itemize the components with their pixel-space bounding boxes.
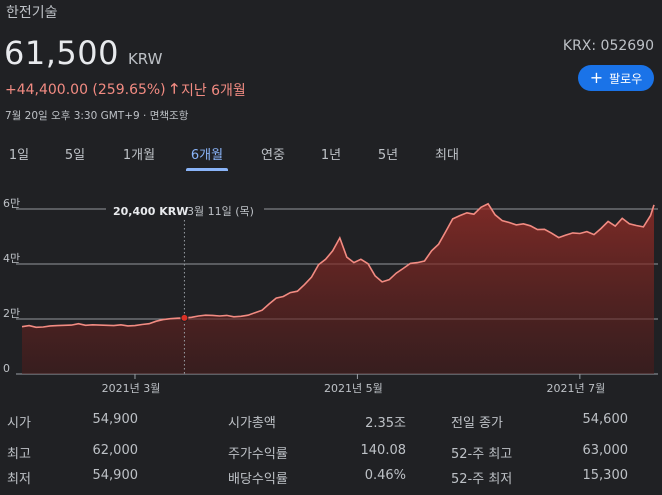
exchange-ticker: KRX: 052690 — [562, 38, 654, 54]
stat-high-label: 최고 — [7, 447, 31, 462]
stat-52wk-high-value: 63,000 — [582, 443, 629, 458]
y-tick-label: 2만 — [3, 307, 20, 320]
stat-pe-label: 주가수익률 — [228, 447, 288, 462]
stat-high-value: 62,000 — [92, 443, 139, 458]
follow-button[interactable]: + 팔로우 — [578, 65, 654, 91]
x-tick-label: 2021년 7월 — [546, 382, 605, 395]
tab-6m[interactable]: 6개월 — [186, 144, 228, 171]
price-change: +44,400.00 (259.65%) 🡑 지난 6개월 — [5, 78, 246, 102]
plus-icon: + — [589, 68, 604, 87]
stat-mktcap-label: 시가총액 — [228, 416, 276, 431]
stats-row: 최저 54,900 배당수익률 0.46% 52-주 최저 15,300 — [0, 468, 662, 494]
tooltip-date: 3월 11일 (목) — [187, 204, 254, 218]
timestamp-disclaimer[interactable]: 7월 20일 오후 3:30 GMT+9 · 면책조항 — [5, 110, 189, 122]
price-row: 61,500 KRW — [4, 34, 162, 72]
company-name: 한전기술 — [6, 5, 58, 21]
tab-5d[interactable]: 5일 — [64, 148, 86, 163]
stat-pe-value: 140.08 — [360, 443, 407, 458]
y-tick-label: 0 — [3, 362, 10, 375]
stats-row: 최고 62,000 주가수익률 140.08 52-주 최고 63,000 — [0, 443, 662, 469]
stat-mktcap-value: 2.35조 — [365, 416, 406, 431]
tab-1y[interactable]: 1년 — [320, 148, 342, 163]
stat-prevclose-label: 전일 종가 — [451, 416, 503, 431]
tooltip-price: 20,400 KRW — [113, 205, 188, 218]
change-amount: +44,400.00 (259.65%) — [5, 82, 166, 98]
stat-52wk-high-label: 52-주 최고 — [451, 447, 513, 462]
chart-tooltip: 20,400 KRW 3월 11일 (목) — [106, 202, 264, 220]
tab-1m[interactable]: 1개월 — [122, 148, 156, 163]
x-tick-label: 2021년 3월 — [102, 382, 161, 395]
price-area-fill — [22, 203, 654, 374]
y-tick-label: 6만 — [3, 197, 20, 210]
stat-divyield-label: 배당수익률 — [228, 472, 288, 487]
stat-open-label: 시가 — [7, 416, 31, 431]
change-period: 지난 6개월 — [180, 83, 246, 99]
tab-ytd[interactable]: 연중 — [261, 148, 285, 163]
arrow-up-icon: 🡑 — [170, 81, 178, 97]
y-tick-label: 4만 — [3, 252, 20, 265]
tab-1d[interactable]: 1일 — [8, 148, 30, 163]
stat-low-value: 54,900 — [92, 468, 139, 483]
stat-52wk-low-label: 52-주 최저 — [451, 472, 513, 487]
follow-label: 팔로우 — [609, 71, 643, 86]
stat-prevclose-value: 54,600 — [582, 412, 629, 427]
stats-row: 시가 54,900 시가총액 2.35조 전일 종가 54,600 — [0, 412, 662, 438]
current-price: 61,500 — [4, 34, 119, 72]
stat-open-value: 54,900 — [92, 412, 139, 427]
stat-low-label: 최저 — [7, 472, 31, 487]
tab-max[interactable]: 최대 — [435, 148, 459, 163]
stat-52wk-low-value: 15,300 — [582, 468, 629, 483]
tab-5y[interactable]: 5년 — [377, 148, 399, 163]
range-tabs: 1일 5일 1개월 6개월 연중 1년 5년 최대 — [0, 144, 662, 171]
price-line — [21, 202, 655, 329]
highlight-point — [180, 313, 189, 322]
stat-divyield-value: 0.46% — [364, 468, 406, 483]
x-tick-label: 2021년 5월 — [324, 382, 383, 395]
currency-label: KRW — [127, 50, 163, 68]
price-chart[interactable]: 0 2만 4만 6만 2021년 3월 2021년 5월 2021년 7월 20,400 K… — [0, 190, 662, 400]
